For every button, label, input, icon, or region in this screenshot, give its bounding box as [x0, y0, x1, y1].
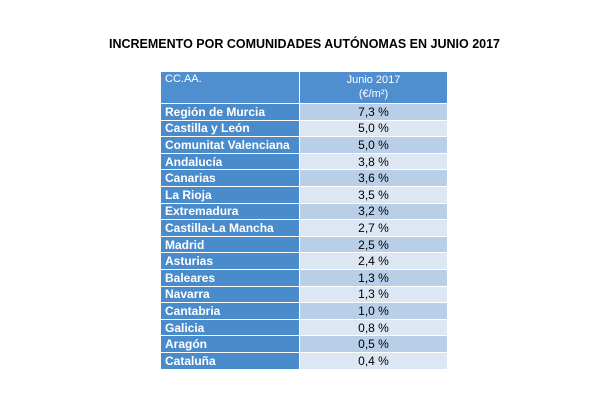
table-row: Región de Murcia 7,3 % — [160, 103, 448, 121]
region-name-cell: Aragón — [160, 335, 300, 353]
increment-value-cell: 0,8 % — [299, 318, 448, 337]
region-name-cell: La Rioja — [160, 185, 300, 204]
table-row: Asturias 2,4 % — [160, 252, 448, 270]
header-junio-2017: Junio 2017 (€/m²) — [299, 71, 448, 104]
increment-value-cell: 3,6 % — [299, 169, 448, 187]
header-period: Junio 2017 — [346, 74, 401, 86]
increment-value-cell: 3,2 % — [299, 202, 448, 221]
increment-value-cell: 3,8 % — [299, 152, 448, 171]
increment-value-cell: 5,0 % — [299, 136, 448, 154]
increment-value-cell: 2,5 % — [299, 235, 448, 254]
region-name-cell: Castilla-La Mancha — [160, 219, 300, 237]
table-row: Comunitat Valenciana 5,0 % — [160, 136, 448, 154]
region-name-cell: Galicia — [160, 318, 300, 337]
data-table: CC.AA. Junio 2017 (€/m²) Región de Murcia… — [160, 71, 448, 370]
table-row: Navarra 1,3 % — [160, 285, 448, 304]
table-row: La Rioja 3,5 % — [160, 185, 448, 204]
increment-value-cell: 2,7 % — [299, 219, 448, 237]
table-title: INCREMENTO POR COMUNIDADES AUTÓNOMAS EN … — [108, 37, 501, 51]
table-row: Galicia 0,8 % — [160, 318, 448, 337]
increment-value-cell: 2,4 % — [299, 252, 448, 270]
region-name-cell: Andalucía — [160, 152, 300, 171]
region-name-cell: Cantabria — [160, 302, 300, 320]
increment-value-cell: 3,5 % — [299, 185, 448, 204]
increment-value-cell: 0,4 % — [299, 351, 448, 370]
increment-value-cell: 5,0 % — [299, 119, 448, 138]
table-row: Cantabria 1,0 % — [160, 302, 448, 320]
increment-value-cell: 7,3 % — [299, 103, 448, 121]
increment-value-cell: 1,3 % — [299, 268, 448, 287]
region-name-cell: Comunitat Valenciana — [160, 136, 300, 154]
header-ccaa: CC.AA. — [160, 71, 300, 104]
region-name-cell: Canarias — [160, 169, 300, 187]
increment-value-cell: 0,5 % — [299, 335, 448, 353]
table-row: Canarias 3,6 % — [160, 169, 448, 187]
region-name-cell: Asturias — [160, 252, 300, 270]
table-row: Extremadura 3,2 % — [160, 202, 448, 221]
table-row: Madrid 2,5 % — [160, 235, 448, 254]
region-name-cell: Castilla y León — [160, 119, 300, 138]
table-row: Castilla y León 5,0 % — [160, 119, 448, 138]
table-row: Baleares 1,3 % — [160, 268, 448, 287]
header-unit: (€/m²) — [358, 88, 389, 100]
header-row: CC.AA. Junio 2017 (€/m²) — [160, 71, 448, 104]
table-row: Aragón 0,5 % — [160, 335, 448, 353]
region-name-cell: Madrid — [160, 235, 300, 254]
increment-value-cell: 1,3 % — [299, 285, 448, 304]
table-row: Cataluña 0,4 % — [160, 351, 448, 370]
region-name-cell: Navarra — [160, 285, 300, 304]
region-name-cell: Baleares — [160, 268, 300, 287]
increment-value-cell: 1,0 % — [299, 302, 448, 320]
table-row: Castilla-La Mancha 2,7 % — [160, 219, 448, 237]
table-row: Andalucía 3,8 % — [160, 152, 448, 171]
region-name-cell: Región de Murcia — [160, 103, 300, 121]
region-name-cell: Extremadura — [160, 202, 300, 221]
region-name-cell: Cataluña — [160, 351, 300, 370]
